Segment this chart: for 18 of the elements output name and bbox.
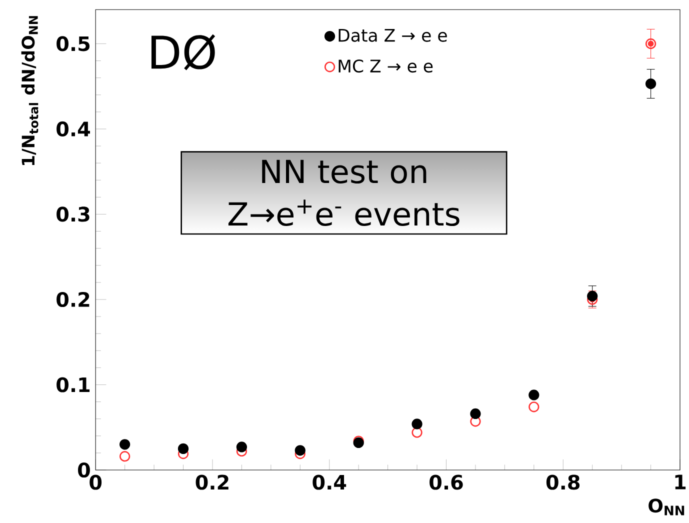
y-tick-label: 0.5 [56,36,90,52]
annotation: DØ [151,34,216,70]
y-tick-label: 0.3 [56,206,90,222]
y-tick-label: 0 [78,462,90,478]
x-tick-label: 1 [675,474,686,490]
x-tick-label: 0.4 [312,474,346,490]
y-axis-title: 1/N$_{total}$ dN/dO$_{NN}$ [21,16,38,166]
x-tick-label: 0.2 [196,474,228,490]
legend-label: Data Z → e e [338,29,447,42]
y-tick-label: 0.2 [56,292,90,308]
x-tick-label: 0.6 [430,474,463,490]
x-axis-title: O$_{NN}$ [648,498,684,516]
x-tick-label: 0.8 [546,474,580,490]
legend-label: MC Z → e e [338,60,433,73]
annotation: NN test on Z→e$^{+}$e$^{-}$ events [228,160,460,226]
x-tick-label: 0 [90,474,102,490]
y-tick-label: 0.4 [56,121,90,137]
y-tick-label: 0.1 [56,377,90,392]
